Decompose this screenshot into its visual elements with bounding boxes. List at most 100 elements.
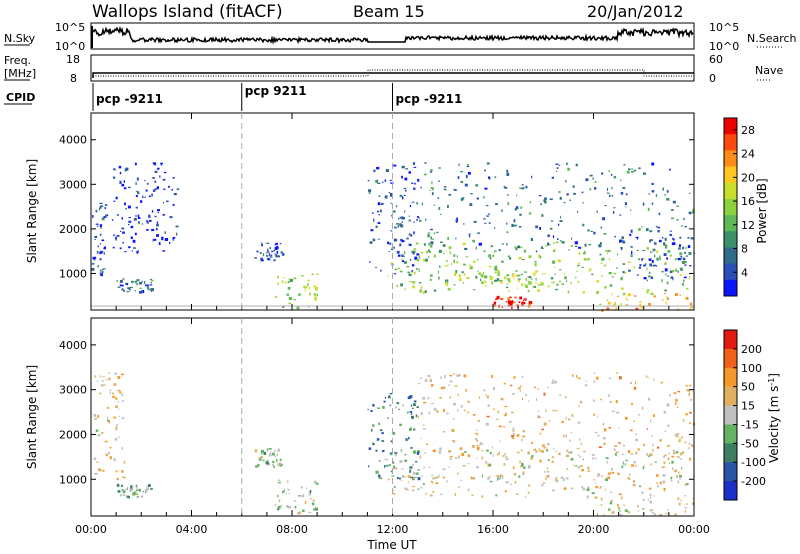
- velocity-data-point: [570, 432, 572, 434]
- power-data-point: [646, 291, 649, 294]
- power-data-point: [389, 179, 393, 181]
- velocity-data-point: [688, 457, 692, 461]
- power-data-point: [367, 179, 370, 182]
- velocity-data-point: [581, 486, 584, 488]
- power-data-point: [607, 188, 609, 191]
- power-data-point: [676, 219, 679, 221]
- velocity-data-point: [382, 406, 385, 409]
- power-data-point: [92, 215, 94, 218]
- velocity-data-point: [423, 466, 425, 469]
- power-data-point: [515, 273, 517, 277]
- velocity-data-point: [605, 488, 607, 491]
- power-data-point: [164, 171, 167, 174]
- power-data-point: [648, 258, 652, 261]
- velocity-data-point: [407, 475, 411, 478]
- velocity-data-point: [417, 415, 419, 419]
- power-data-point: [508, 279, 511, 282]
- power-data-point: [607, 251, 609, 255]
- power-data-point: [529, 302, 531, 306]
- velocity-data-point: [273, 465, 275, 469]
- power-data-point: [144, 281, 146, 284]
- power-data-point: [152, 162, 156, 165]
- power-data-point: [584, 243, 587, 247]
- velocity-data-point: [621, 465, 624, 469]
- velocity-data-point: [539, 432, 542, 435]
- power-data-point: [276, 245, 279, 247]
- velocity-data-point: [425, 492, 427, 496]
- power-data-point: [601, 257, 605, 261]
- power-data-point: [509, 302, 513, 306]
- power-data-point: [599, 253, 602, 256]
- velocity-data-point: [368, 465, 370, 468]
- power-data-point: [136, 283, 138, 286]
- power-data-point: [646, 279, 649, 282]
- power-data-point: [636, 237, 639, 240]
- velocity-data-point: [677, 391, 680, 393]
- velocity-data-point: [116, 424, 118, 428]
- power-data-point: [103, 216, 107, 218]
- velocity-data-point: [674, 433, 678, 437]
- power-data-point: [437, 270, 439, 274]
- velocity-data-point: [297, 512, 300, 515]
- power-data-point: [434, 254, 436, 258]
- power-data-point: [630, 255, 633, 257]
- power-data-point: [665, 244, 667, 247]
- power-data-point: [630, 229, 633, 233]
- power-data-point: [678, 244, 681, 247]
- power-data-point: [649, 263, 652, 267]
- power-data-point: [527, 290, 530, 293]
- power-data-point: [431, 238, 434, 240]
- velocity-data-point: [302, 509, 305, 512]
- power-data-point: [162, 214, 165, 216]
- power-data-point: [650, 276, 653, 280]
- velocity-data-point: [660, 381, 663, 384]
- power-data-point: [424, 173, 427, 176]
- velocity-data-point: [610, 491, 613, 494]
- power-data-point: [431, 189, 434, 191]
- power-data-point: [552, 250, 556, 252]
- velocity-colorbar-swatch: [724, 330, 737, 350]
- power-data-point: [121, 218, 123, 220]
- power-data-point: [103, 252, 105, 255]
- power-data-point: [427, 232, 431, 234]
- velocity-data-point: [121, 447, 123, 450]
- velocity-data-point: [448, 384, 450, 387]
- power-data-point: [615, 307, 617, 311]
- velocity-data-point: [389, 393, 393, 395]
- power-data-point: [643, 277, 647, 280]
- power-data-point: [651, 202, 654, 205]
- power-data-point: [296, 306, 300, 310]
- power-data-point: [656, 258, 659, 261]
- velocity-data-point: [515, 493, 519, 495]
- velocity-data-point: [629, 429, 633, 432]
- power-data-point: [156, 221, 158, 224]
- velocity-data-point: [450, 456, 452, 460]
- power-data-point: [438, 249, 442, 253]
- power-data-point: [314, 298, 317, 301]
- freq-label-line1: Freq.: [4, 54, 31, 67]
- power-data-point: [626, 304, 628, 306]
- velocity-data-point: [401, 480, 403, 482]
- power-data-point: [118, 165, 122, 169]
- power-data-point: [518, 256, 522, 260]
- power-data-point: [652, 248, 656, 252]
- power-data-point: [137, 214, 140, 218]
- velocity-data-point: [596, 376, 599, 380]
- velocity-data-point: [616, 411, 620, 414]
- velocity-ytick-label: 3000: [59, 384, 87, 397]
- power-data-point: [482, 271, 484, 275]
- velocity-data-point: [479, 396, 481, 399]
- power-data-point: [550, 277, 554, 280]
- power-colorbar-tick-label: 28: [741, 124, 755, 137]
- velocity-data-point: [522, 435, 525, 438]
- velocity-data-point: [432, 477, 435, 480]
- velocity-data-point: [592, 399, 595, 402]
- power-data-point: [136, 177, 139, 181]
- power-data-point: [149, 278, 152, 280]
- power-data-point: [682, 247, 684, 250]
- power-data-point: [162, 250, 166, 252]
- velocity-data-point: [627, 478, 631, 480]
- velocity-data-point: [585, 380, 587, 382]
- power-data-point: [611, 293, 613, 296]
- velocity-data-point: [608, 394, 610, 397]
